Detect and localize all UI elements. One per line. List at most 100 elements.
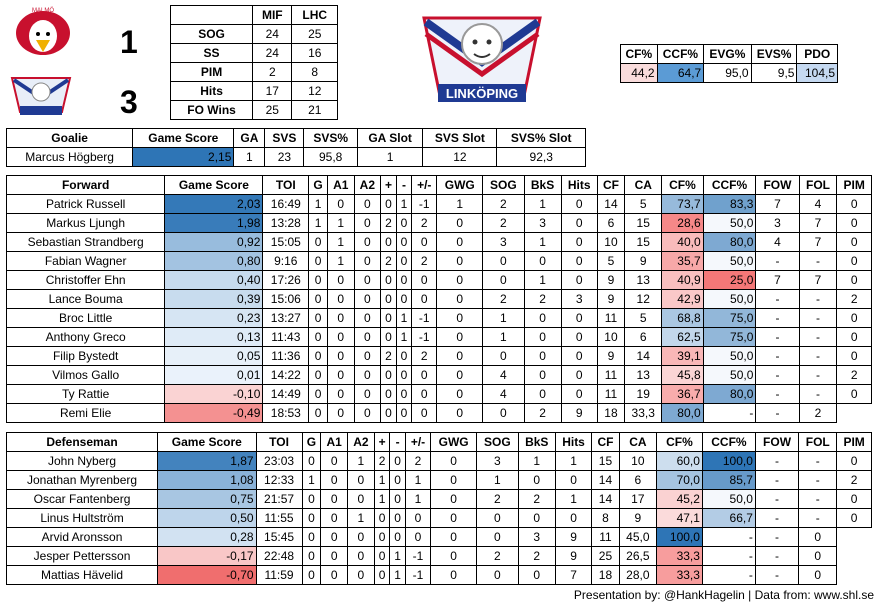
stat-cell: 0: [380, 384, 397, 404]
ccf-pct-cell: -: [701, 546, 756, 566]
stat-cell: -: [798, 384, 838, 404]
stat-cell: 2: [404, 451, 432, 471]
stat-cell: 23:03: [255, 451, 303, 471]
ccf-pct-cell: 75,0: [702, 308, 757, 328]
stat-cell: 11: [591, 527, 620, 547]
skater-header: +: [373, 432, 391, 452]
player-row: Filip Bystedt 0,05 11:36 0 0 0 2 0 2 0 0 0 0 9 14 39,1 5…: [5, 346, 872, 366]
skater-header: A1: [320, 432, 349, 452]
stat-cell: 11: [596, 308, 626, 328]
stat-cell: 0: [380, 365, 397, 385]
game-score-cell: 0,01: [164, 365, 264, 385]
stat-cell: 7: [798, 232, 838, 252]
cf-pct-cell: 28,6: [661, 213, 704, 233]
cf-pct-cell: 100,0: [655, 527, 703, 547]
stat-cell: 3: [482, 232, 525, 252]
stat-cell: 0: [836, 194, 872, 214]
stat-cell: 0: [301, 508, 322, 528]
cf-pct-cell: 60,0: [655, 451, 703, 471]
stat-cell: 9: [596, 289, 626, 309]
stat-cell: 0: [347, 489, 375, 509]
stat-cell: 17:26: [262, 270, 310, 290]
stat-cell: 0: [560, 232, 598, 252]
stat-cell: 0: [308, 365, 328, 385]
stat-cell: 9:16: [262, 251, 310, 271]
stat-cell: 18:53: [262, 403, 310, 423]
stat-label: FO Wins: [169, 100, 254, 120]
stat-cell: 0: [430, 508, 478, 528]
stat-cell: 10: [596, 232, 626, 252]
stat-cell: 0: [476, 527, 519, 547]
goalie-table: Goalie Game Score GA SVS SVS% GA Slot SVS Slot…: [5, 128, 586, 167]
home-score: 1: [120, 24, 138, 60]
stat-cell: -: [755, 365, 800, 385]
stat-cell: -: [754, 565, 800, 585]
stat-cell: 0: [326, 365, 355, 385]
stat-cell: 0: [523, 365, 562, 385]
stat-cell: 0: [411, 403, 438, 423]
cf-pct-cell: 33,3: [655, 546, 703, 566]
stat-cell: 0: [389, 508, 406, 528]
game-score-cell: 0,92: [164, 232, 264, 252]
goalie-value: 92,3: [496, 147, 586, 167]
skater-header: SOG: [482, 175, 525, 195]
stat-cell: 1: [404, 489, 432, 509]
summary-value: 44,2: [620, 63, 658, 83]
stat-cell: 2: [523, 403, 562, 423]
stat-cell: 22:48: [255, 546, 303, 566]
stat-cell: 2: [476, 489, 519, 509]
stat-cell: 0: [436, 384, 484, 404]
goalie-value: 23: [264, 147, 305, 167]
stat-cell: 2: [836, 365, 872, 385]
stat-cell: 11: [596, 384, 626, 404]
stat-cell: 2: [380, 251, 397, 271]
stat-cell: 6: [596, 213, 626, 233]
player-name: Anthony Greco: [5, 327, 166, 347]
stat-cell: 4: [798, 194, 838, 214]
stat-cell: 6: [618, 470, 657, 490]
stat-cell: 1: [395, 194, 413, 214]
stat-cell: -: [798, 346, 838, 366]
stat-cell: 0: [436, 308, 484, 328]
stat-cell: 2: [836, 289, 872, 309]
stat-cell: 0: [395, 289, 413, 309]
team-stats-header: LHC: [291, 5, 338, 25]
stat-value: 12: [291, 81, 338, 101]
cf-pct-cell: 62,5: [661, 327, 704, 347]
stat-cell: -: [798, 489, 838, 509]
stat-cell: -: [755, 327, 800, 347]
skater-header: Game Score: [157, 432, 257, 452]
stat-cell: 7: [554, 565, 593, 585]
stat-cell: 0: [308, 308, 328, 328]
malmo-logo: MALMÖ: [14, 4, 72, 62]
stat-cell: -1: [411, 327, 438, 347]
skater-header: TOI: [255, 432, 303, 452]
linkoping-logo-small: [10, 72, 72, 118]
stat-cell: 0: [373, 546, 391, 566]
footer-credit: Presentation by: @HankHagelin | Data fro…: [573, 588, 874, 602]
stat-cell: 0: [326, 270, 355, 290]
cf-pct-cell: 73,7: [661, 194, 704, 214]
stat-label: SS: [169, 43, 254, 63]
player-name: Broc Little: [5, 308, 166, 328]
stat-cell: 0: [395, 270, 413, 290]
player-row: Fabian Wagner 0,80 9:16 0 1 0 2 0 2 0 0 0 0 5 9 35,7 50,…: [5, 251, 872, 271]
stat-cell: 0: [430, 527, 478, 547]
stat-cell: 0: [523, 327, 562, 347]
stat-cell: 0: [554, 508, 593, 528]
summary-value: 9,5: [750, 63, 798, 83]
player-row: Vilmos Gallo 0,01 14:22 0 0 0 0 0 0 0 4 0 0 11 13 45,8 5…: [5, 365, 872, 385]
player-name: Filip Bystedt: [5, 346, 166, 366]
stat-cell: 0: [380, 403, 397, 423]
stat-cell: 0: [482, 251, 525, 271]
stat-cell: 0: [411, 270, 438, 290]
ccf-pct-cell: 85,7: [701, 470, 756, 490]
stat-cell: 0: [353, 251, 382, 271]
stat-cell: 1: [482, 327, 525, 347]
stat-cell: 12:33: [255, 470, 303, 490]
game-score-cell: 1,08: [157, 470, 257, 490]
stat-cell: 10: [596, 327, 626, 347]
stat-cell: 11: [596, 365, 626, 385]
stat-cell: -1: [411, 194, 438, 214]
stat-cell: 9: [554, 546, 593, 566]
